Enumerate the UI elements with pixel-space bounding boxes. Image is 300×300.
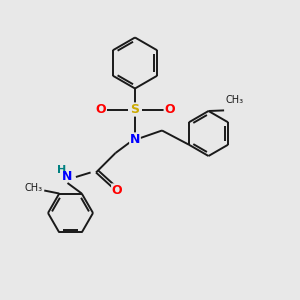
Text: N: N bbox=[62, 170, 73, 184]
Text: N: N bbox=[130, 133, 140, 146]
Text: O: O bbox=[95, 103, 106, 116]
Text: CH₃: CH₃ bbox=[226, 95, 244, 105]
Text: O: O bbox=[112, 184, 122, 197]
Text: S: S bbox=[130, 103, 140, 116]
Text: CH₃: CH₃ bbox=[25, 182, 43, 193]
Text: O: O bbox=[164, 103, 175, 116]
Text: H: H bbox=[58, 165, 67, 176]
